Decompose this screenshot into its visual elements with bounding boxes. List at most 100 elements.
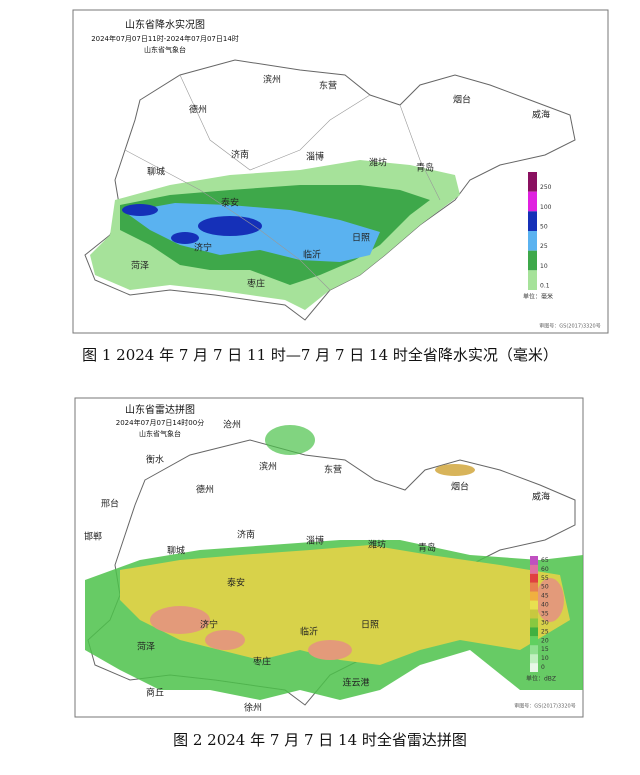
- legend-swatch: [530, 618, 538, 628]
- legend-label: 20: [541, 637, 549, 644]
- map-source: 山东省气象台: [144, 45, 186, 54]
- legend-swatch: [528, 191, 537, 212]
- city-label: 潍坊: [368, 539, 386, 551]
- city-label: 聊城: [147, 166, 165, 178]
- legend-label: 15: [541, 646, 549, 653]
- map-source: 山东省气象台: [139, 429, 181, 438]
- city-label: 泰安: [221, 197, 239, 209]
- legend-label: 45: [541, 593, 549, 600]
- approval-number: 审图号：GS(2017)3320号: [514, 703, 575, 710]
- boundary: [399, 104, 441, 201]
- city-label: 滨州: [259, 461, 277, 473]
- echo-green: [265, 425, 315, 455]
- city-label: 聊城: [167, 545, 185, 557]
- city-label: 邢台: [101, 498, 119, 510]
- echo-strong: [205, 630, 245, 650]
- city-label: 济宁: [194, 242, 212, 254]
- figure-1: 山东省降水实况图 2024年07月07日11时-2024年07月07日14时 山…: [72, 9, 609, 334]
- legend-label: 25: [541, 628, 549, 635]
- city-label: 烟台: [453, 94, 471, 106]
- city-label: 临沂: [300, 626, 318, 638]
- legend-label: 60: [541, 566, 549, 573]
- city-label: 东营: [319, 80, 337, 92]
- legend-swatch: [530, 636, 538, 646]
- city-label: 泰安: [227, 577, 245, 589]
- legend-swatch: [530, 645, 538, 655]
- caption: 图 1 2024 年 7 月 7 日 11 时—7 月 7 日 14 时全省降水…: [82, 346, 558, 364]
- city-label: 菏泽: [131, 261, 149, 272]
- legend-swatch: [530, 556, 538, 565]
- legend-label: 0: [541, 664, 545, 671]
- legend-label: 35: [541, 611, 549, 618]
- legend-swatch: [530, 600, 538, 610]
- legend-label: 55: [541, 575, 549, 582]
- city-label: 淄博: [306, 535, 324, 547]
- legend-label: 40: [541, 602, 549, 609]
- caption: 图 2 2024 年 7 月 7 日 14 时全省雷达拼图: [173, 731, 467, 749]
- city-label: 德州: [189, 104, 207, 116]
- rain-intense: [198, 216, 262, 236]
- city-label: 沧州: [223, 419, 241, 431]
- legend-swatch: [530, 573, 538, 583]
- figure-2: 山东省雷达拼图 2024年07月07日14时00分 山东省气象台 65 60 55 5…: [74, 397, 584, 718]
- legend-swatch: [528, 211, 537, 231]
- map-title: 山东省降水实况图: [125, 18, 205, 31]
- legend-swatch: [530, 627, 538, 637]
- city-label: 邯郸: [84, 531, 102, 543]
- legend-swatch: [530, 582, 538, 592]
- city-label: 徐州: [244, 702, 262, 714]
- legend-swatch: [530, 663, 538, 672]
- city-label: 临沂: [303, 249, 321, 261]
- city-label: 商丘: [146, 687, 164, 699]
- legend-label: 10: [540, 263, 548, 270]
- legend-swatch: [528, 270, 537, 290]
- legend-label: 30: [541, 619, 549, 626]
- city-label: 淄博: [306, 151, 324, 163]
- legend-swatch: [530, 609, 538, 619]
- legend-label: 100: [540, 204, 552, 211]
- city-label: 济南: [237, 529, 255, 541]
- city-label: 潍坊: [369, 157, 387, 169]
- city-label: 济宁: [200, 619, 218, 631]
- rain-intense: [171, 232, 199, 244]
- legend-swatch: [528, 231, 537, 251]
- legend-swatch: [530, 654, 538, 664]
- map-title: 山东省雷达拼图: [125, 403, 195, 416]
- legend-label: 0.1: [540, 283, 550, 290]
- legend-label: 65: [541, 557, 549, 564]
- city-label: 衡水: [146, 454, 164, 466]
- echo-strong: [150, 606, 210, 634]
- legend-label: 50: [541, 584, 549, 591]
- boundary: [179, 74, 371, 171]
- city-label: 青岛: [416, 162, 434, 174]
- city-label: 菏泽: [137, 642, 155, 653]
- city-label: 威海: [532, 109, 550, 121]
- city-label: 东营: [324, 464, 342, 476]
- legend-label: 25: [540, 243, 548, 250]
- legend-unit: 单位：毫米: [523, 293, 553, 301]
- map-time: 2024年07月07日14时00分: [116, 418, 204, 427]
- city-label: 济南: [231, 149, 249, 161]
- city-label: 枣庄: [253, 656, 271, 668]
- approval-number: 审图号：GS(2017)3320号: [539, 323, 600, 330]
- city-label: 日照: [361, 620, 379, 631]
- echo-strong: [536, 578, 564, 622]
- legend-label: 10: [541, 655, 549, 662]
- echo-yellow: [435, 464, 475, 476]
- city-label: 烟台: [451, 481, 469, 493]
- rain-intense: [122, 204, 158, 216]
- city-label: 德州: [196, 484, 214, 496]
- map-time: 2024年07月07日11时-2024年07月07日14时: [91, 34, 239, 43]
- city-label: 青岛: [418, 542, 436, 554]
- legend-label: 50: [540, 224, 548, 231]
- legend-unit: 单位：dBZ: [526, 675, 556, 683]
- city-label: 枣庄: [247, 278, 265, 290]
- city-label: 威海: [532, 491, 550, 503]
- legend-swatch: [530, 564, 538, 574]
- city-label: 滨州: [263, 74, 281, 86]
- boundary: [124, 149, 331, 291]
- echo-strong: [308, 640, 352, 660]
- city-label: 日照: [352, 233, 370, 244]
